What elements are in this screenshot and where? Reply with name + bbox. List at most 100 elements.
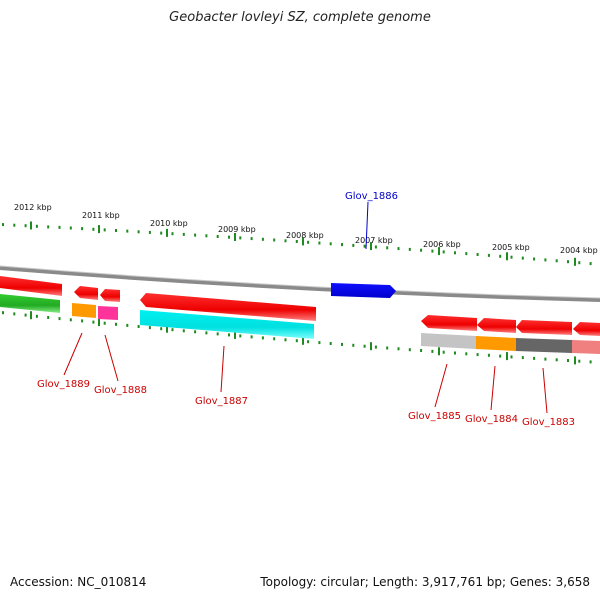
upper-track-dot	[24, 224, 27, 228]
upper-track-dot	[126, 229, 129, 233]
label-glov-1885[interactable]: Glov_1885	[408, 411, 461, 422]
lower-track-dot	[567, 359, 569, 362]
upper-track-dot	[544, 258, 547, 262]
gene-red-right-3[interactable]	[516, 320, 572, 335]
upper-track-dot	[69, 226, 72, 230]
label-glov-1886[interactable]: Glov_1886	[345, 191, 398, 202]
lower-track-major-tick	[370, 342, 372, 351]
gene-red-right-4[interactable]	[573, 322, 600, 336]
lower-track-dot	[578, 359, 581, 363]
kbp-label-2009: 2009 kbp	[218, 225, 256, 234]
upper-track-dot	[81, 227, 84, 231]
upper-track-dot	[307, 240, 310, 244]
upper-track-dot	[58, 225, 61, 229]
reverse-genes-red	[0, 276, 600, 336]
upper-track-dot	[35, 224, 38, 228]
gene-glov-1883[interactable]	[516, 338, 572, 353]
lower-track-dot	[148, 326, 151, 330]
lower-track-dot	[544, 357, 547, 361]
lower-track-dot	[228, 333, 230, 337]
label-glov-1889[interactable]: Glov_1889	[37, 379, 90, 390]
gene-glov-1884[interactable]	[476, 336, 516, 351]
upper-tick-track	[2, 221, 592, 266]
lower-track-dot	[47, 316, 50, 319]
upper-track-major-tick	[506, 252, 508, 261]
upper-track-dot	[341, 243, 343, 247]
upper-track-dot	[228, 235, 230, 239]
upper-track-dot	[499, 254, 502, 258]
gene-glov-1887[interactable]	[140, 310, 314, 339]
upper-track-dot	[589, 262, 592, 266]
lower-track-dot	[352, 343, 355, 347]
upper-track-major-tick	[370, 242, 372, 251]
lower-track-dot	[318, 341, 321, 345]
upper-track-dot	[239, 236, 242, 240]
gene-red-right-2[interactable]	[477, 318, 516, 333]
lower-track-dot	[2, 311, 4, 315]
lower-track-dot	[216, 332, 219, 336]
gene-red-large[interactable]	[140, 293, 316, 321]
lower-track-dot	[386, 346, 389, 350]
lower-track-major-tick	[506, 352, 508, 361]
kbp-label-2008: 2008 kbp	[286, 231, 324, 240]
lower-track-dot	[521, 356, 524, 360]
genome-backbone-highlight	[0, 265, 600, 299]
lower-track-dot	[58, 317, 61, 321]
gene-glov-1889[interactable]	[72, 303, 96, 318]
upper-track-dot	[137, 230, 140, 234]
gene-glov-1886[interactable]	[331, 283, 396, 298]
upper-track-major-tick	[302, 237, 304, 246]
label-glov-1887[interactable]: Glov_1887	[195, 396, 248, 407]
lower-track-dot	[363, 344, 366, 348]
upper-track-dot	[103, 228, 106, 232]
gene-right-edge-pink[interactable]	[572, 340, 600, 354]
lower-track-dot	[442, 350, 445, 354]
lower-track-dot	[273, 337, 276, 341]
upper-track-dot	[431, 249, 434, 253]
lower-track-dot	[182, 329, 185, 333]
lower-track-dot	[284, 338, 287, 342]
forward-genes	[331, 283, 396, 298]
lower-track-major-tick	[574, 356, 576, 365]
kbp-label-2011: 2011 kbp	[82, 211, 120, 220]
upper-track-dot	[465, 252, 468, 256]
kbp-label-2006: 2006 kbp	[423, 240, 461, 249]
upper-track-dot	[194, 233, 197, 237]
upper-track-major-tick	[234, 233, 236, 241]
gene-left-edge-red[interactable]	[0, 276, 62, 296]
leader-glov-1885	[434, 363, 448, 408]
leader-lines	[63, 201, 548, 414]
upper-track-dot	[160, 231, 163, 235]
lower-track-dot	[589, 360, 592, 364]
upper-track-dot	[510, 255, 513, 259]
upper-track-dot	[216, 235, 219, 238]
gene-red-small-1[interactable]	[74, 286, 98, 300]
lower-track-dot	[408, 348, 411, 352]
upper-track-dot	[408, 247, 411, 251]
label-glov-1884[interactable]: Glov_1884	[465, 414, 518, 425]
lower-track-dot	[205, 331, 208, 335]
lower-track-major-tick	[166, 324, 168, 333]
lower-track-dot	[510, 355, 513, 359]
lower-track-dot	[476, 353, 479, 357]
upper-track-major-tick	[98, 225, 100, 234]
upper-track-dot	[284, 239, 287, 243]
gene-red-right-1[interactable]	[421, 315, 477, 331]
upper-track-dot	[386, 246, 389, 250]
label-glov-1883[interactable]: Glov_1883	[522, 417, 575, 428]
lower-track-dot	[115, 322, 117, 326]
leader-glov-1889	[63, 332, 83, 376]
lower-track-dot	[431, 349, 434, 353]
gene-glov-1888[interactable]	[98, 306, 118, 320]
gene-glov-1885[interactable]	[421, 333, 476, 349]
upper-track-dot	[295, 240, 298, 243]
kbp-label-2004: 2004 kbp	[560, 246, 598, 255]
gene-glov-1889-green[interactable]	[0, 294, 60, 313]
label-glov-1888[interactable]: Glov_1888	[94, 385, 147, 396]
upper-track-dot	[487, 253, 490, 257]
upper-track-dot	[476, 253, 479, 256]
lower-track-dot	[35, 314, 38, 318]
lower-track-major-tick	[98, 318, 100, 327]
gene-red-small-2[interactable]	[100, 289, 120, 302]
upper-track-dot	[374, 245, 377, 249]
